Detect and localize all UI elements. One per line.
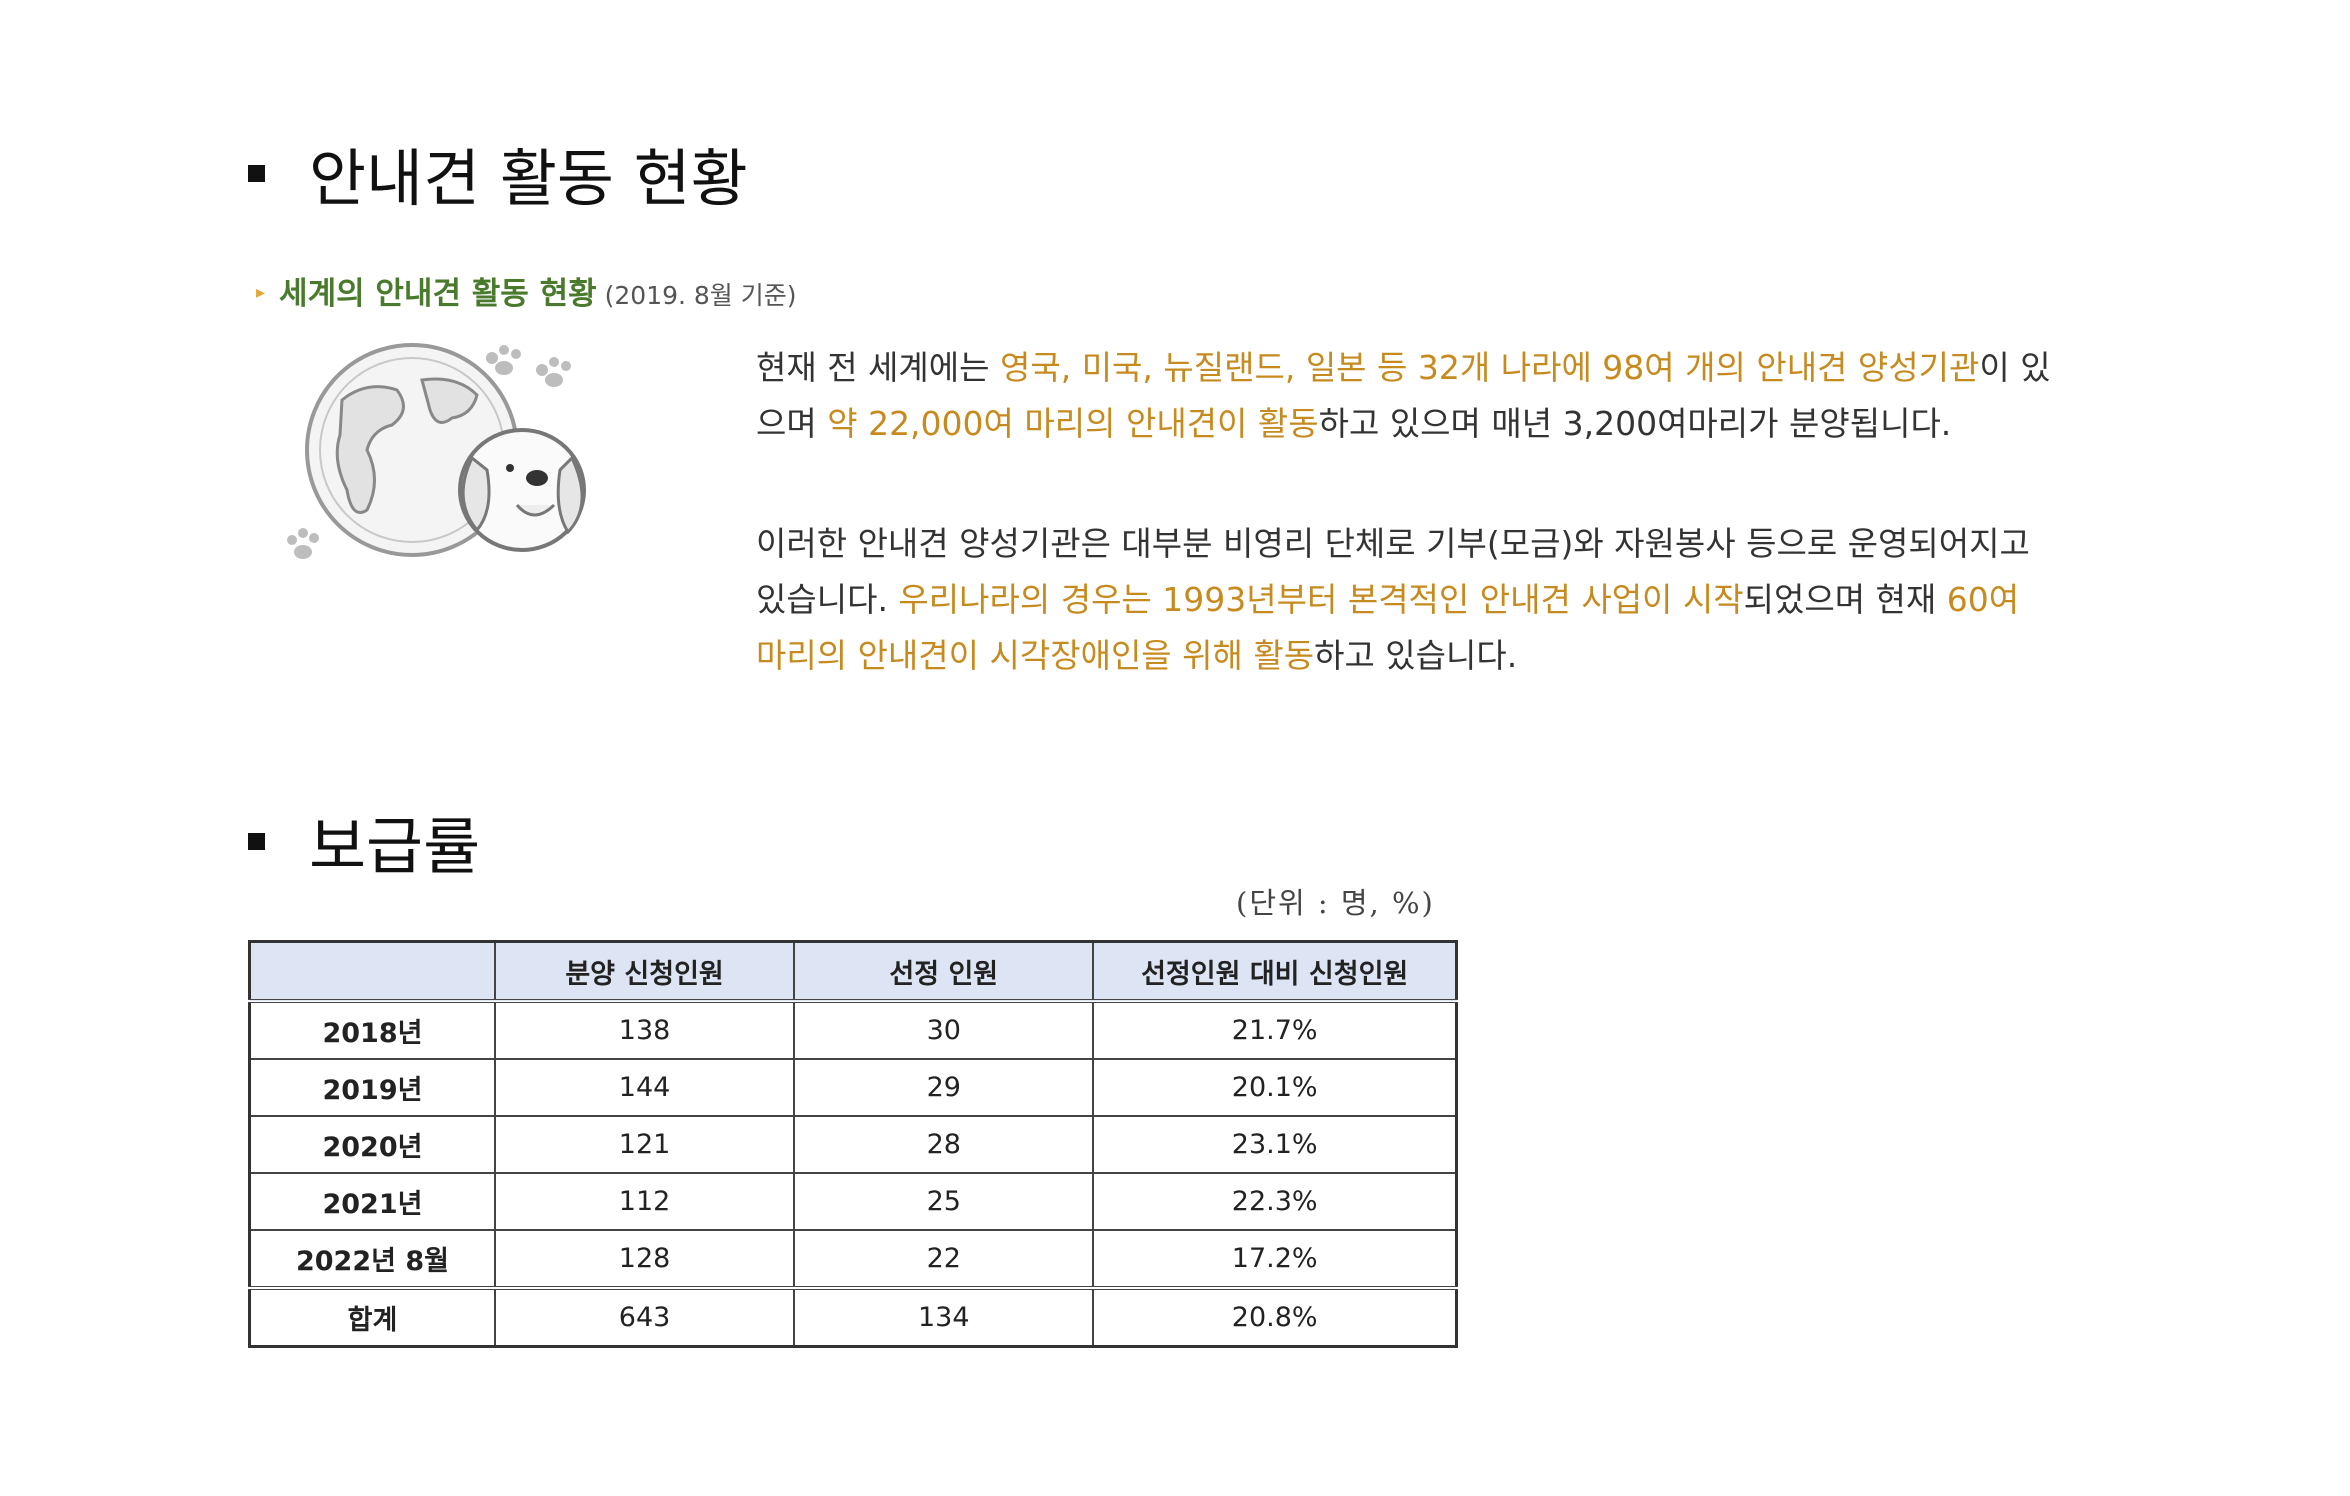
cell-applicants: 144 — [493, 1058, 796, 1117]
globe-with-dog-illustration — [272, 340, 602, 580]
header-cell — [248, 940, 496, 1003]
header-cell: 선정인원 대비 신청인원 — [1092, 940, 1458, 1003]
section-title-text: 보급률 — [309, 810, 481, 883]
square-bullet-icon — [248, 164, 265, 182]
body-text: 현재 전 세계에는 — [756, 348, 1000, 387]
cell-selected: 25 — [793, 1172, 1095, 1231]
cell-selected: 22 — [793, 1229, 1095, 1289]
highlighted-text: 우리나라의 경우는 1993년부터 본격적인 안내견 사업이 시작 — [898, 580, 1744, 619]
table-row: 2021년 112 25 22.3% — [248, 1172, 1458, 1231]
subheading: ▸ 세계의 안내견 활동 현황 (2019. 8월 기준) — [256, 268, 797, 313]
body-text: 하고 있으며 매년 3,200여마리가 분양됩니다. — [1318, 404, 1952, 443]
table-row: 2018년 138 30 21.7% — [248, 1000, 1458, 1060]
section-title-distribution: 보급률 — [248, 796, 480, 886]
body-text: 되었으며 현재 — [1743, 580, 1947, 619]
cell-selected: 28 — [793, 1115, 1095, 1174]
square-bullet-icon — [248, 832, 265, 850]
cell-ratio: 23.1% — [1092, 1115, 1458, 1174]
table-row: 2020년 121 28 23.1% — [248, 1115, 1458, 1174]
cell-ratio: 20.1% — [1092, 1058, 1458, 1117]
header-cell: 선정 인원 — [793, 940, 1095, 1003]
highlighted-text: 60여 마리의 안내견이 시각장애인을 위해 활동 — [756, 580, 2020, 675]
body-text: 이 있으며 — [756, 348, 2051, 443]
cell-applicants: 112 — [493, 1172, 796, 1231]
cell-applicants: 643 — [493, 1286, 796, 1348]
cell-applicants: 128 — [493, 1229, 796, 1289]
cell-applicants: 138 — [493, 1000, 796, 1060]
header-cell: 분양 신청인원 — [493, 940, 796, 1003]
section-title-activity: 안내견 활동 현황 — [248, 128, 748, 218]
triangle-bullet-icon: ▸ — [256, 282, 266, 303]
distribution-table: 분양 신청인원 선정 인원 선정인원 대비 신청인원 2018년 138 30 … — [248, 940, 1458, 1348]
body-text: 하고 있습니다. — [1314, 636, 1518, 675]
highlighted-text: 영국, 미국, 뉴질랜드, 일본 등 32개 나라에 98여 개의 안내견 양성… — [1000, 348, 1980, 387]
subheading-label: 세계의 안내견 활동 현황 — [279, 276, 597, 312]
cell-ratio: 21.7% — [1092, 1000, 1458, 1060]
cell-selected: 30 — [793, 1000, 1095, 1060]
row-label: 2018년 — [248, 1000, 496, 1060]
paragraph-korea: 이러한 안내견 양성기관은 대부분 비영리 단체로 기부(모금)와 자원봉사 등… — [756, 516, 2056, 684]
row-label: 2019년 — [248, 1058, 496, 1117]
row-label: 2021년 — [248, 1172, 496, 1231]
table-row: 2019년 144 29 20.1% — [248, 1058, 1458, 1117]
cell-ratio: 17.2% — [1092, 1229, 1458, 1289]
section-title-text: 안내견 활동 현황 — [309, 142, 748, 215]
cell-applicants: 121 — [493, 1115, 796, 1174]
subheading-note: (2019. 8월 기준) — [604, 281, 797, 310]
table-unit-note: (단위 : 명, %) — [1236, 886, 1435, 920]
highlighted-text: 약 22,000여 마리의 안내견이 활동 — [827, 404, 1319, 443]
table-total-row: 합계 643 134 20.8% — [248, 1286, 1458, 1348]
cell-selected: 29 — [793, 1058, 1095, 1117]
table-row: 2022년 8월 128 22 17.2% — [248, 1229, 1458, 1289]
cell-selected: 134 — [793, 1286, 1095, 1348]
row-label: 합계 — [248, 1286, 496, 1348]
cell-ratio: 20.8% — [1092, 1286, 1458, 1348]
row-label: 2022년 8월 — [248, 1229, 496, 1289]
cell-ratio: 22.3% — [1092, 1172, 1458, 1231]
table-header-row: 분양 신청인원 선정 인원 선정인원 대비 신청인원 — [248, 940, 1458, 1003]
paragraph-world: 현재 전 세계에는 영국, 미국, 뉴질랜드, 일본 등 32개 나라에 98여… — [756, 340, 2056, 452]
body-text: 이러한 안내견 양성기관은 대부분 비영리 단체로 기부(모금)와 자원봉사 등… — [756, 524, 2030, 619]
row-label: 2020년 — [248, 1115, 496, 1174]
